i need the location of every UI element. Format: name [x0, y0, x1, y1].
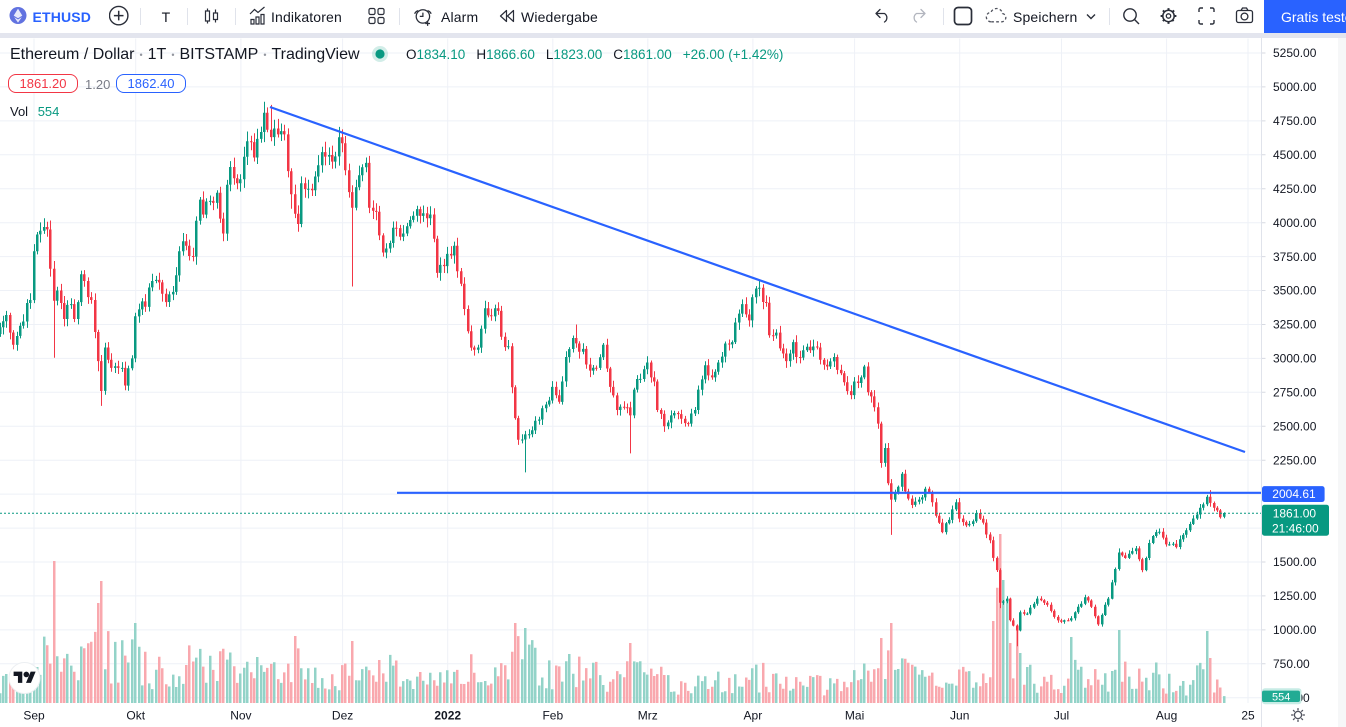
- svg-text:4000.00: 4000.00: [1273, 216, 1317, 230]
- svg-text:25: 25: [1241, 709, 1255, 723]
- svg-text:Nov: Nov: [230, 709, 251, 723]
- svg-text:4250.00: 4250.00: [1273, 182, 1317, 196]
- svg-text:1000.00: 1000.00: [1273, 623, 1317, 637]
- svg-text:2250.00: 2250.00: [1273, 453, 1317, 467]
- svg-text:554: 554: [1272, 691, 1290, 703]
- svg-text:1250.00: 1250.00: [1273, 589, 1317, 603]
- svg-text:Jul: Jul: [1054, 709, 1069, 723]
- svg-text:5250.00: 5250.00: [1273, 46, 1317, 60]
- svg-text:2022: 2022: [434, 709, 461, 723]
- svg-text:3500.00: 3500.00: [1273, 284, 1317, 298]
- svg-text:Feb: Feb: [542, 709, 563, 723]
- svg-text:Aug: Aug: [1156, 709, 1177, 723]
- svg-text:2750.00: 2750.00: [1273, 386, 1317, 400]
- svg-text:Apr: Apr: [744, 709, 763, 723]
- svg-text:Sep: Sep: [23, 709, 45, 723]
- svg-text:2500.00: 2500.00: [1273, 420, 1317, 434]
- svg-text:Jun: Jun: [950, 709, 969, 723]
- svg-text:Dez: Dez: [332, 709, 353, 723]
- svg-text:3750.00: 3750.00: [1273, 250, 1317, 264]
- svg-text:4500.00: 4500.00: [1273, 148, 1317, 162]
- svg-text:2004.61: 2004.61: [1272, 487, 1316, 501]
- svg-text:Mrz: Mrz: [638, 709, 658, 723]
- svg-text:Okt: Okt: [126, 709, 145, 723]
- svg-text:1861.00: 1861.00: [1273, 507, 1317, 521]
- svg-text:3250.00: 3250.00: [1273, 318, 1317, 332]
- svg-text:1500.00: 1500.00: [1273, 555, 1317, 569]
- svg-text:4750.00: 4750.00: [1273, 114, 1317, 128]
- svg-text:Mai: Mai: [845, 709, 864, 723]
- svg-text:21:46:00: 21:46:00: [1272, 521, 1319, 535]
- svg-text:3000.00: 3000.00: [1273, 352, 1317, 366]
- svg-text:750.00: 750.00: [1273, 657, 1310, 671]
- svg-text:5000.00: 5000.00: [1273, 80, 1317, 94]
